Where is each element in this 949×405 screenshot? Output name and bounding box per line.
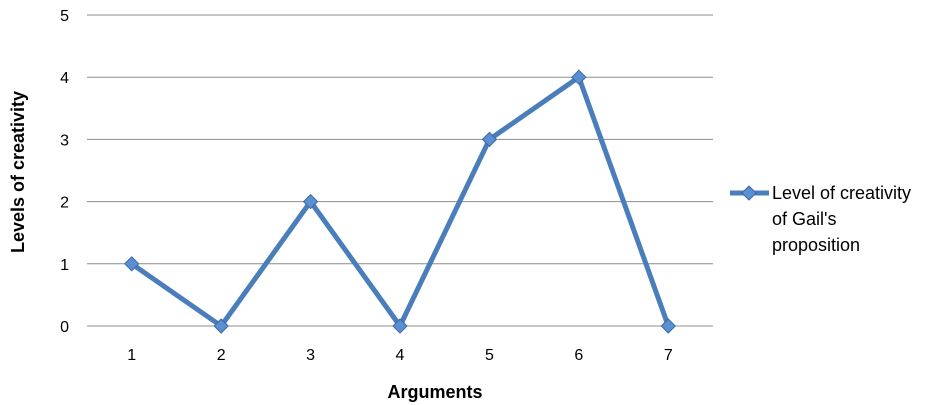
data-point-marker <box>660 318 676 334</box>
y-axis-title: Levels of creativity <box>8 91 28 253</box>
y-tick-label: 0 <box>60 319 69 336</box>
legend-marker-swatch <box>741 185 757 201</box>
legend-label: of Gail's <box>772 209 836 229</box>
x-tick-label: 4 <box>396 347 405 364</box>
x-tick-label: 5 <box>485 347 494 364</box>
y-tick-label: 2 <box>60 195 69 212</box>
x-axis-title: Arguments <box>387 382 482 402</box>
legend: Level of creativity of Gail's proposition <box>730 183 911 255</box>
y-tick-label: 1 <box>60 257 69 274</box>
gridlines <box>87 14 713 265</box>
data-point-marker <box>392 318 408 334</box>
x-tick-label: 1 <box>127 347 136 364</box>
data-point-marker <box>124 256 140 272</box>
data-point-marker <box>302 193 319 210</box>
x-tick-label: 7 <box>664 347 673 364</box>
data-point-marker <box>213 318 229 334</box>
data-point-marker <box>481 131 498 148</box>
y-tick-label: 5 <box>60 8 69 25</box>
y-tick-label: 3 <box>60 132 69 149</box>
legend-label: Level of creativity <box>772 183 911 203</box>
x-tick-label: 6 <box>574 347 583 364</box>
x-axis-ticks: 1 2 3 4 5 6 7 <box>127 347 673 364</box>
y-tick-label: 4 <box>60 70 69 87</box>
x-tick-label: 3 <box>306 347 315 364</box>
x-tick-label: 2 <box>217 347 226 364</box>
y-axis-ticks: 0 1 2 3 4 5 <box>60 8 69 336</box>
series-group <box>124 69 676 334</box>
data-point-marker <box>571 69 587 85</box>
legend-label: proposition <box>772 235 860 255</box>
